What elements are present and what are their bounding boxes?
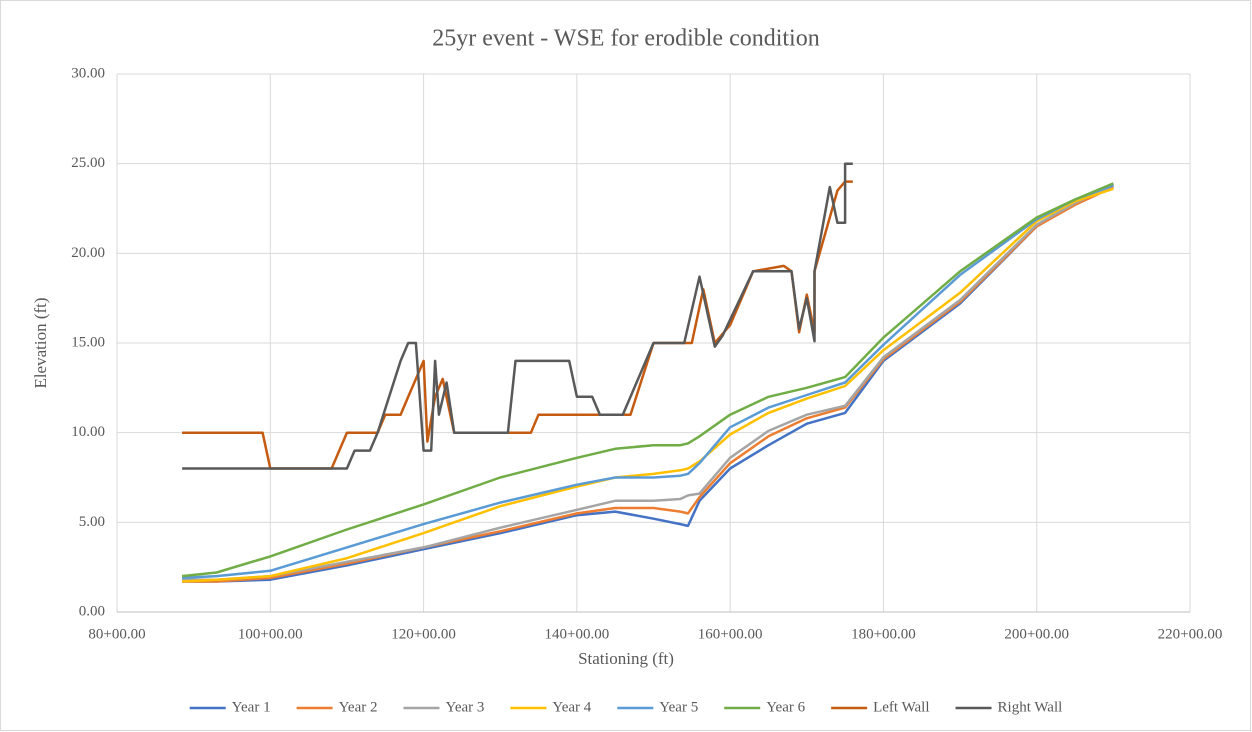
legend-label: Year 6: [766, 699, 805, 715]
series-line: [182, 184, 1114, 580]
x-tick-label: 220+00.00: [1158, 626, 1223, 642]
legend-label: Year 2: [339, 699, 378, 715]
y-axis-label: Elevation (ft): [31, 297, 50, 388]
series-line: [182, 184, 1114, 583]
x-tick-label: 180+00.00: [851, 626, 916, 642]
y-tick-label: 25.00: [71, 155, 105, 171]
legend-label: Left Wall: [873, 699, 929, 715]
series-line: [182, 162, 853, 470]
series-line: [182, 187, 1114, 583]
x-tick-label: 100+00.00: [238, 626, 303, 642]
legend-label: Year 3: [445, 699, 484, 715]
y-tick-label: 30.00: [71, 65, 105, 81]
x-tick-label: 160+00.00: [698, 626, 763, 642]
legend-label: Year 4: [552, 699, 591, 715]
y-tick-label: 20.00: [71, 245, 105, 261]
y-tick-label: 10.00: [71, 424, 105, 440]
legend-label: Right Wall: [998, 699, 1063, 715]
legend-label: Year 1: [232, 699, 271, 715]
y-tick-label: 0.00: [79, 603, 105, 619]
series-line: [181, 182, 1114, 578]
x-axis-label: Stationing (ft): [578, 649, 674, 668]
series-line: [182, 184, 1114, 581]
x-tick-label: 120+00.00: [391, 626, 456, 642]
y-tick-label: 5.00: [79, 514, 105, 530]
chart-title: 25yr event - WSE for erodible condition: [432, 26, 819, 52]
y-tick-label: 15.00: [71, 334, 105, 350]
x-tick-label: 140+00.00: [544, 626, 609, 642]
legend-label: Year 5: [659, 699, 698, 715]
x-tick-label: 80+00.00: [88, 626, 145, 642]
x-tick-label: 200+00.00: [1004, 626, 1069, 642]
